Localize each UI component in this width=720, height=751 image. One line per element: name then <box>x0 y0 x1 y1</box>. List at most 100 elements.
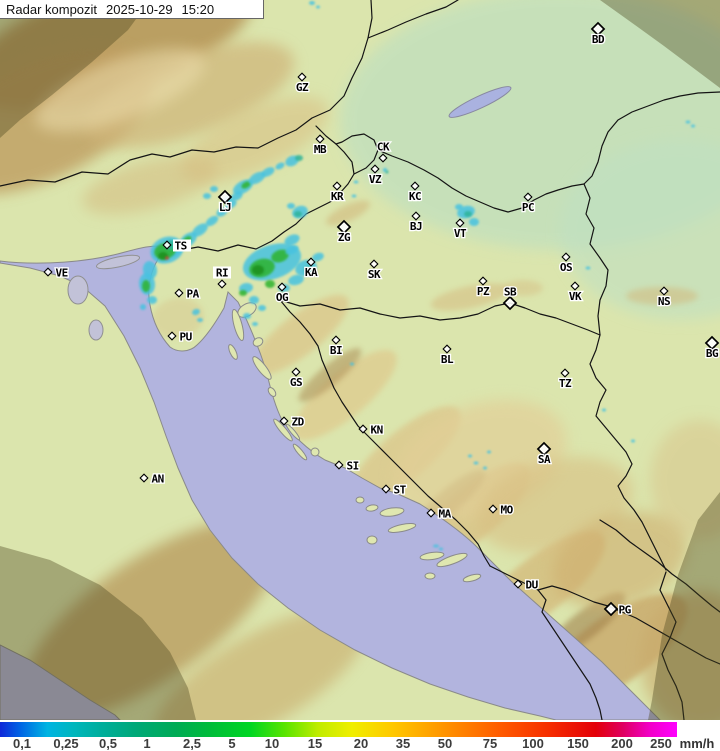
city-marker-icon <box>217 279 227 289</box>
city-kn: KN <box>358 422 385 438</box>
city-marker-icon <box>315 134 325 144</box>
city-label: VZ <box>369 173 382 186</box>
city-bj: BJ <box>409 211 424 234</box>
city-label: BJ <box>410 220 422 233</box>
city-marker-icon <box>659 286 669 296</box>
city-label: RI <box>216 267 228 280</box>
city-label: PG <box>619 604 632 617</box>
radar-echo <box>288 274 304 286</box>
city-marker-icon <box>513 579 523 589</box>
city-sa: SA <box>537 441 553 467</box>
legend-tick: 1 <box>143 736 151 751</box>
city-label-box <box>213 266 231 279</box>
city-mb: MB <box>313 134 329 157</box>
city-pa: PA <box>174 286 201 302</box>
city-zd: ZD <box>279 414 306 430</box>
radar-echo <box>265 280 275 288</box>
radar-echo <box>165 256 169 260</box>
city-tz: TZ <box>558 368 574 391</box>
city-label: PC <box>522 201 534 214</box>
city-label: BD <box>592 33 605 46</box>
city-label: SI <box>347 460 359 473</box>
radar-echo <box>192 308 200 316</box>
city-label: LJ <box>219 201 231 214</box>
city-vk: VK <box>568 281 584 304</box>
legend-tick: 0,25 <box>53 736 79 751</box>
radar-echo <box>469 218 479 226</box>
city-label: GZ <box>296 81 309 94</box>
product-date: 2025-10-29 <box>106 2 173 17</box>
city-label: BI <box>330 344 342 357</box>
radar-echo <box>351 194 357 198</box>
city-label: SK <box>368 268 381 281</box>
intensity-colorbar <box>0 722 677 737</box>
radar-echo <box>258 305 266 311</box>
city-pc: PC <box>521 192 536 215</box>
legend-tick: 5 <box>228 736 236 751</box>
radar-echo <box>294 211 302 217</box>
city-label: VE <box>56 267 68 280</box>
radar-echo <box>248 171 266 185</box>
city-ma: MA <box>426 506 453 522</box>
city-marker-icon <box>297 72 307 82</box>
intensity-legend: 0,1 0,25 0,5 1 2,5 5 10 15 20 35 50 75 100 150 200 250 … <box>0 720 720 751</box>
city-label: OS <box>560 261 572 274</box>
legend-tick: 200 <box>611 736 633 751</box>
city-label: AN <box>152 473 164 486</box>
city-bl: BL <box>440 344 456 367</box>
city-marker-icon <box>174 288 184 298</box>
city-marker-icon <box>378 153 388 163</box>
city-label: ST <box>394 484 407 497</box>
city-label: ZD <box>292 416 305 429</box>
city-bi: BI <box>329 335 344 358</box>
radar-echo <box>287 203 295 209</box>
city-mo: MO <box>488 502 515 518</box>
city-marker-icon <box>411 211 421 221</box>
city-ri: RI <box>213 265 231 289</box>
product-time: 15:20 <box>181 2 215 17</box>
city-label: NS <box>658 295 670 308</box>
radar-echo <box>385 170 389 174</box>
city-ve: VE <box>43 265 70 281</box>
city-pz: PZ <box>476 276 492 299</box>
city-marker-icon <box>162 240 172 250</box>
city-marker-icon <box>560 368 570 378</box>
legend-tick: 0,5 <box>98 736 118 751</box>
city-label: TZ <box>559 377 572 390</box>
city-marker-icon <box>217 189 233 205</box>
radar-echo <box>464 211 472 217</box>
radar-echo <box>284 234 300 246</box>
tyrrhenian-sea <box>0 644 121 720</box>
radar-echo <box>439 547 443 551</box>
city-os: OS <box>559 252 574 275</box>
radar-echo <box>309 1 315 5</box>
city-label: PZ <box>477 285 490 298</box>
radar-echo <box>295 155 303 161</box>
radar-echo <box>468 454 472 458</box>
radar-echo <box>353 180 359 184</box>
radar-echo <box>585 266 591 270</box>
city-label: ZG <box>338 231 351 244</box>
city-label: SA <box>538 453 551 466</box>
radar-echo <box>487 450 491 454</box>
city-marker-icon <box>332 181 342 191</box>
radar-echo <box>316 5 320 9</box>
legend-tick: 10 <box>264 736 280 751</box>
city-label: SB <box>504 286 517 299</box>
title-bar: Radar kompozit 2025-10-29 15:20 <box>0 0 264 19</box>
city-an: AN <box>139 471 166 487</box>
product-name: Radar kompozit <box>6 2 98 17</box>
radar-echo <box>312 252 324 262</box>
radar-echo <box>271 249 289 263</box>
city-bd: BD <box>591 21 607 47</box>
radar-echo <box>455 204 463 210</box>
city-label: DU <box>526 579 539 592</box>
city-ck: CK <box>376 139 392 163</box>
radar-echo <box>350 362 354 366</box>
city-label: CK <box>377 141 390 154</box>
radar-echo <box>142 280 150 292</box>
city-marker-icon <box>369 259 379 269</box>
city-marker-icon <box>279 416 289 426</box>
city-kc: KC <box>408 181 423 204</box>
radar-echo <box>285 245 299 255</box>
